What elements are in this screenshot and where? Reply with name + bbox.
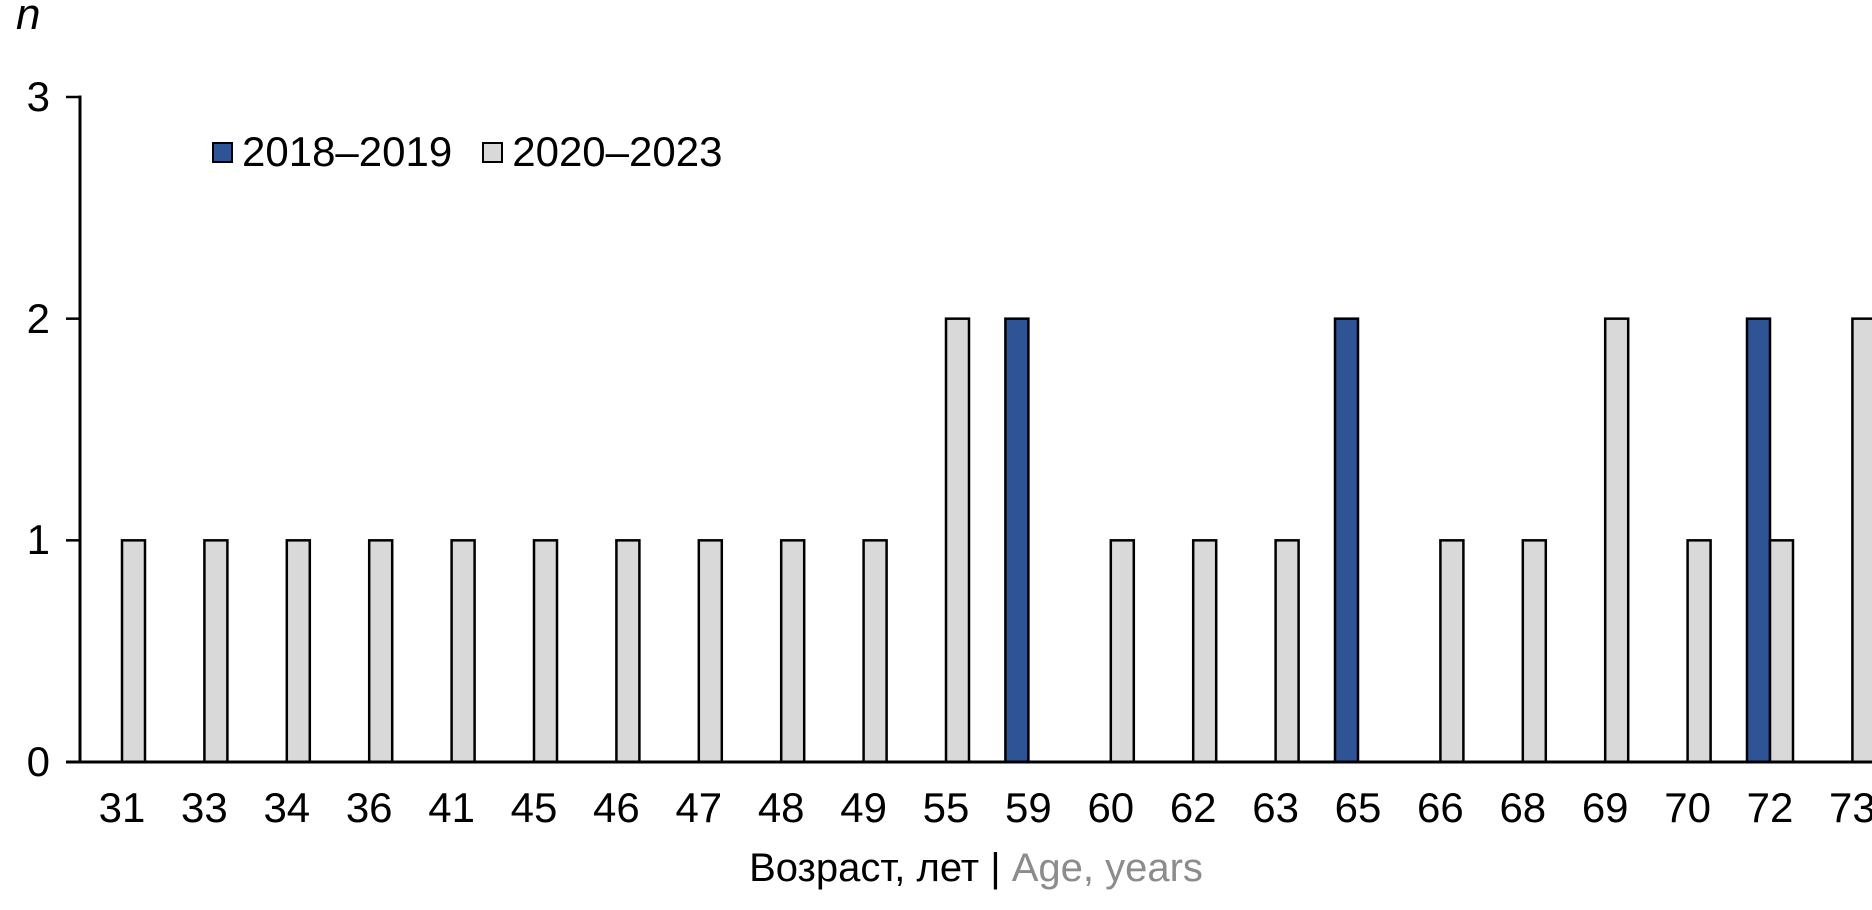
x-axis-title-separator: |: [979, 846, 1012, 890]
bar-2020–2023-age-34: [285, 539, 312, 764]
y-tick-label-3: 3: [26, 73, 50, 120]
x-tick-label-36: 36: [345, 784, 393, 831]
bar-2020–2023-age-47: [697, 539, 724, 764]
bar-2020–2023-age-66: [1439, 539, 1465, 764]
x-tick-label-46: 46: [593, 784, 640, 831]
bar-2020–2023-age-36: [367, 539, 394, 764]
x-tick-label-59: 59: [1005, 784, 1052, 831]
x-tick-label-69: 69: [1581, 784, 1629, 831]
bar-2020–2023-age-69: [1603, 317, 1630, 764]
x-tick-label-70: 70: [1664, 784, 1711, 831]
x-tick-label-34: 34: [263, 784, 311, 831]
x-tick-label-49: 49: [840, 784, 887, 831]
x-tick-label-48: 48: [757, 784, 805, 831]
x-tick-label-60: 60: [1087, 784, 1135, 831]
x-axis-title-ru: Возраст, лет: [749, 846, 980, 890]
legend-label-2020-2023: 2020–2023: [512, 128, 723, 175]
bar-2020–2023-age-63: [1274, 539, 1300, 764]
legend-item-2018-2019: 2018–2019: [212, 128, 452, 176]
bar-2018–2019-age-65: [1333, 317, 1360, 764]
bar-2020–2023-age-46: [615, 539, 641, 764]
y-tick-label-1: 1: [26, 516, 50, 564]
x-tick-label-72: 72: [1746, 784, 1794, 831]
bar-2020–2023-age-41: [450, 539, 476, 764]
x-tick-label-66: 66: [1417, 784, 1464, 831]
bar-2020–2023-age-49: [862, 539, 888, 764]
x-axis-title: Возраст, лет | Age, years: [749, 846, 1203, 891]
x-tick-label-47: 47: [675, 784, 723, 831]
y-axis-title: n: [16, 0, 41, 39]
bar-2020–2023-age-72: [1768, 539, 1795, 764]
x-axis-title-en: Age, years: [1011, 846, 1203, 890]
x-tick-label-73: 73: [1829, 784, 1872, 831]
legend-swatch-2020-2023: [482, 141, 504, 163]
bar-2020–2023-age-62: [1191, 539, 1218, 764]
x-tick-label-65: 65: [1334, 784, 1382, 831]
x-tick-label-45: 45: [510, 784, 558, 831]
x-tick-label-68: 68: [1499, 784, 1547, 831]
y-tick-label-2: 2: [26, 294, 50, 342]
bar-2020–2023-age-48: [779, 539, 806, 764]
bar-2020–2023-age-33: [203, 539, 229, 764]
bar-2020–2023-age-68: [1521, 539, 1548, 764]
x-tick-label-31: 31: [98, 784, 146, 831]
bar-2020–2023-age-31: [120, 539, 147, 764]
x-tick-label-62: 62: [1169, 784, 1217, 831]
bar-2020–2023-age-70: [1686, 539, 1712, 764]
x-tick-label-41: 41: [428, 784, 475, 831]
y-tick-label-0: 0: [26, 738, 50, 785]
bar-2020–2023-age-60: [1109, 539, 1136, 764]
bar-2020–2023-age-45: [532, 539, 559, 764]
x-tick-label-33: 33: [181, 784, 228, 831]
bar-2018–2019-age-72: [1745, 317, 1772, 764]
x-tick-label-63: 63: [1252, 784, 1299, 831]
legend-swatch-2018-2019: [212, 141, 233, 163]
legend-label-2018-2019: 2018–2019: [242, 128, 453, 175]
legend-item-2020-2023: 2020–2023: [482, 128, 722, 176]
bar-2018–2019-age-59: [1004, 317, 1030, 764]
bar-2020–2023-age-55: [944, 317, 971, 764]
legend: 2018–2019 2020–2023: [212, 128, 722, 176]
x-tick-label-55: 55: [922, 784, 970, 831]
bar-2020–2023-age-73: [1851, 317, 1872, 764]
